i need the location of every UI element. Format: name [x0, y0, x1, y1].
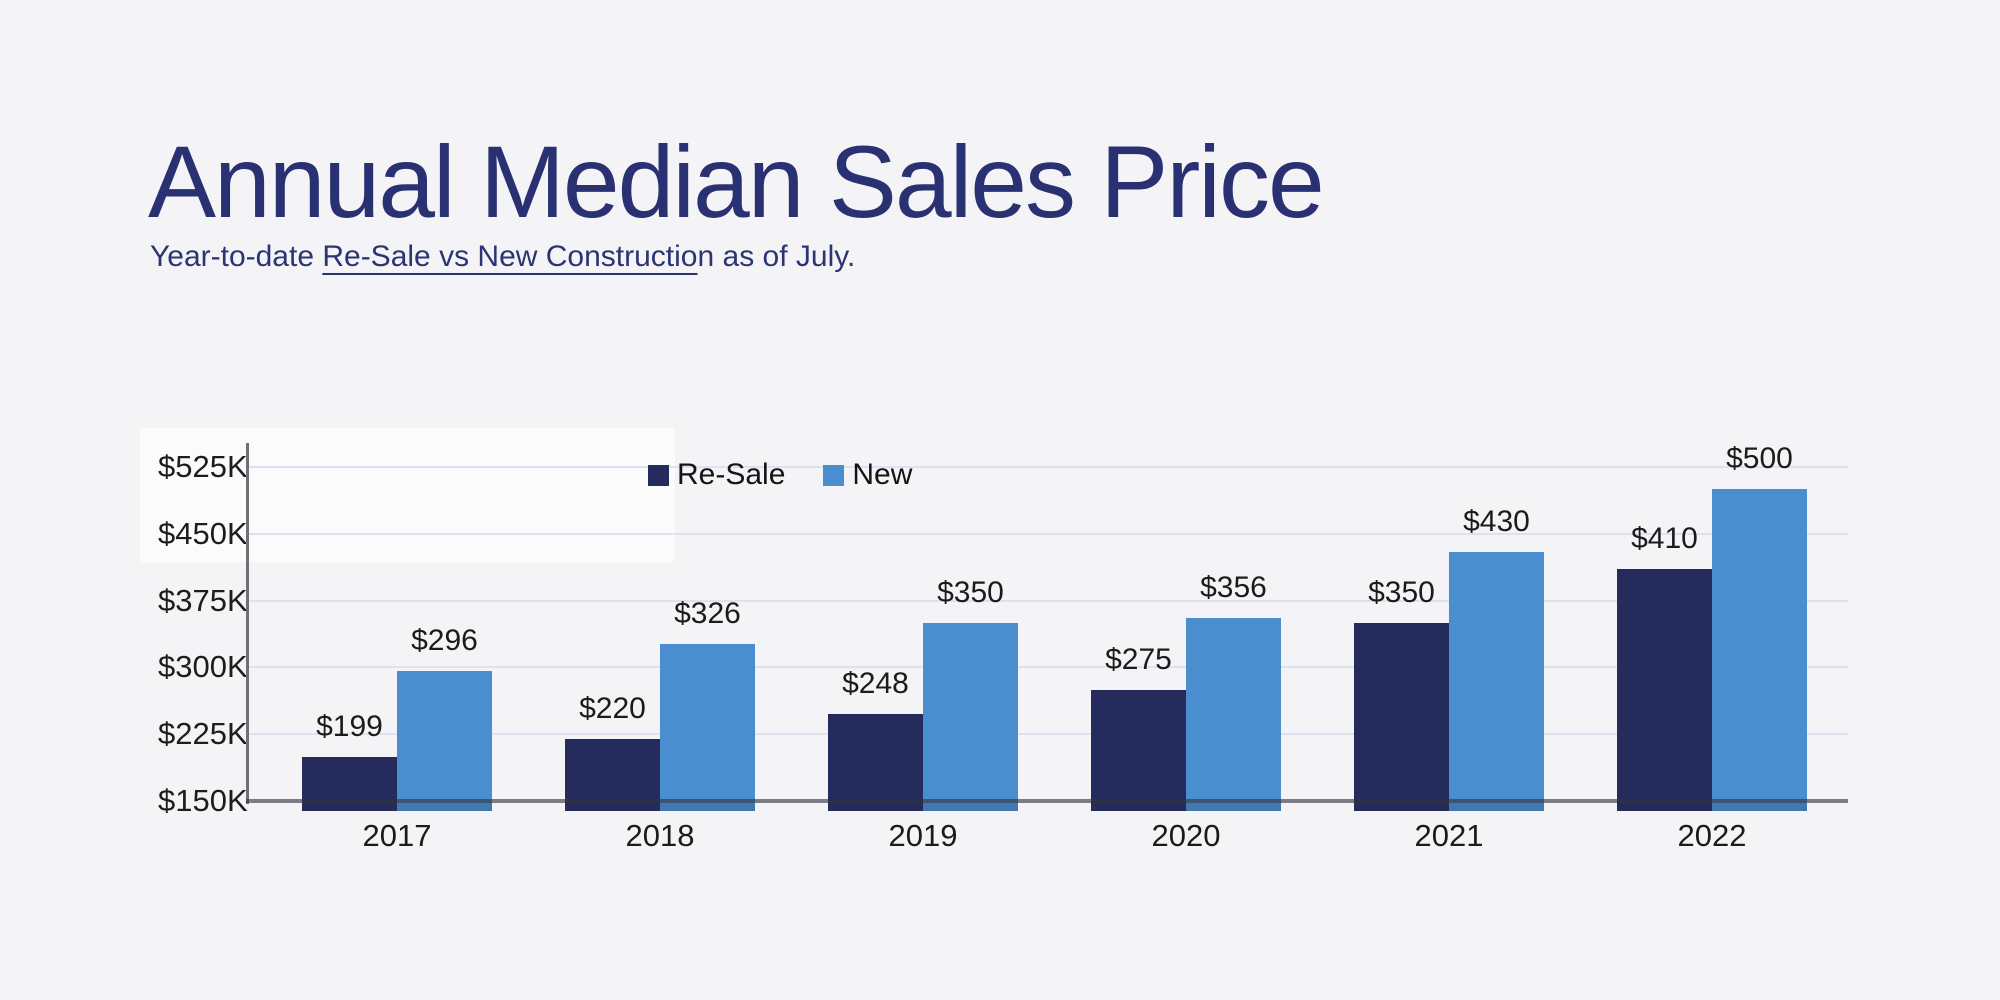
bar-shadow — [397, 803, 492, 811]
y-axis-line — [246, 443, 249, 804]
legend-swatch-icon — [823, 464, 845, 486]
x-axis-category-label: 2020 — [1151, 818, 1221, 853]
legend-swatch-icon — [648, 464, 669, 486]
bar-shadow — [923, 803, 1018, 811]
bar-new-2017 — [397, 670, 492, 811]
bar-shadow — [660, 803, 755, 811]
y-axis-tick-label: $300K — [158, 649, 248, 685]
legend-label: New — [852, 458, 913, 491]
legend-item-new: New — [823, 458, 912, 492]
bar-shadow — [1712, 803, 1807, 811]
bar-resale-2022 — [1617, 569, 1712, 811]
y-axis-tick-label: $525K — [158, 449, 248, 484]
gridline — [246, 532, 1848, 535]
bar-resale-2020 — [1091, 689, 1186, 811]
page-subtitle: Year-to-date Re-Sale vs New Construction… — [150, 240, 855, 274]
bar-shadow — [1449, 803, 1544, 811]
bar-shadow — [1354, 803, 1449, 811]
x-axis-line — [246, 799, 1848, 803]
bar-resale-2021 — [1354, 622, 1449, 811]
x-axis-category-label: 2019 — [888, 818, 958, 853]
gridline — [246, 599, 1848, 602]
bar-shadow — [565, 803, 660, 811]
subtitle-underlined-link[interactable]: Re-Sale vs New Constructio — [322, 240, 698, 273]
gridline — [246, 666, 1848, 669]
bar-value-label: $326 — [674, 597, 741, 631]
page-title: Annual Median Sales Price — [148, 125, 1325, 239]
x-axis-category-label: 2017 — [362, 818, 432, 853]
bar-value-label: $248 — [842, 666, 909, 700]
bar-value-label: $350 — [937, 575, 1004, 609]
bar-shadow — [1186, 803, 1281, 811]
bar-shadow — [1617, 803, 1712, 811]
chart-legend: Re-Sale New — [648, 458, 912, 492]
y-axis-tick-label: $450K — [158, 515, 248, 551]
x-axis-category-label: 2022 — [1677, 818, 1747, 853]
bar-new-2018 — [660, 644, 755, 811]
gridline — [246, 466, 1848, 468]
bar-resale-2018 — [565, 738, 660, 811]
y-axis-tick-label: $375K — [158, 582, 248, 618]
bar-value-label: $430 — [1463, 504, 1530, 538]
legend-item-resale: Re-Sale — [648, 458, 785, 492]
bar-value-label: $275 — [1105, 642, 1172, 676]
bar-shadow — [1091, 803, 1186, 811]
legend-label: Re-Sale — [677, 458, 786, 491]
bar-new-2021 — [1449, 551, 1544, 811]
bar-value-label: $220 — [579, 691, 646, 725]
bar-value-label: $356 — [1200, 570, 1267, 604]
bar-resale-2019 — [828, 713, 923, 811]
y-axis-tick-label: $225K — [158, 716, 248, 752]
subtitle-suffix: n as of July. — [697, 240, 856, 273]
bar-value-label: $410 — [1631, 522, 1698, 556]
x-axis-category-label: 2021 — [1414, 818, 1484, 853]
bar-value-label: $199 — [316, 710, 383, 744]
x-axis-category-label: 2018 — [625, 818, 695, 853]
bar-shadow — [302, 803, 397, 811]
gridline — [246, 733, 1848, 736]
bar-new-2019 — [923, 622, 1018, 811]
subtitle-prefix: Year-to-date — [150, 240, 323, 273]
bar-value-label: $500 — [1726, 442, 1793, 476]
highlight-panel — [140, 428, 675, 562]
y-axis-tick-label: $150K — [158, 783, 248, 818]
bar-value-label: $350 — [1368, 575, 1435, 609]
bar-value-label: $296 — [411, 623, 478, 657]
bar-new-2020 — [1186, 617, 1281, 811]
bar-shadow — [828, 803, 923, 811]
bar-new-2022 — [1712, 489, 1807, 811]
